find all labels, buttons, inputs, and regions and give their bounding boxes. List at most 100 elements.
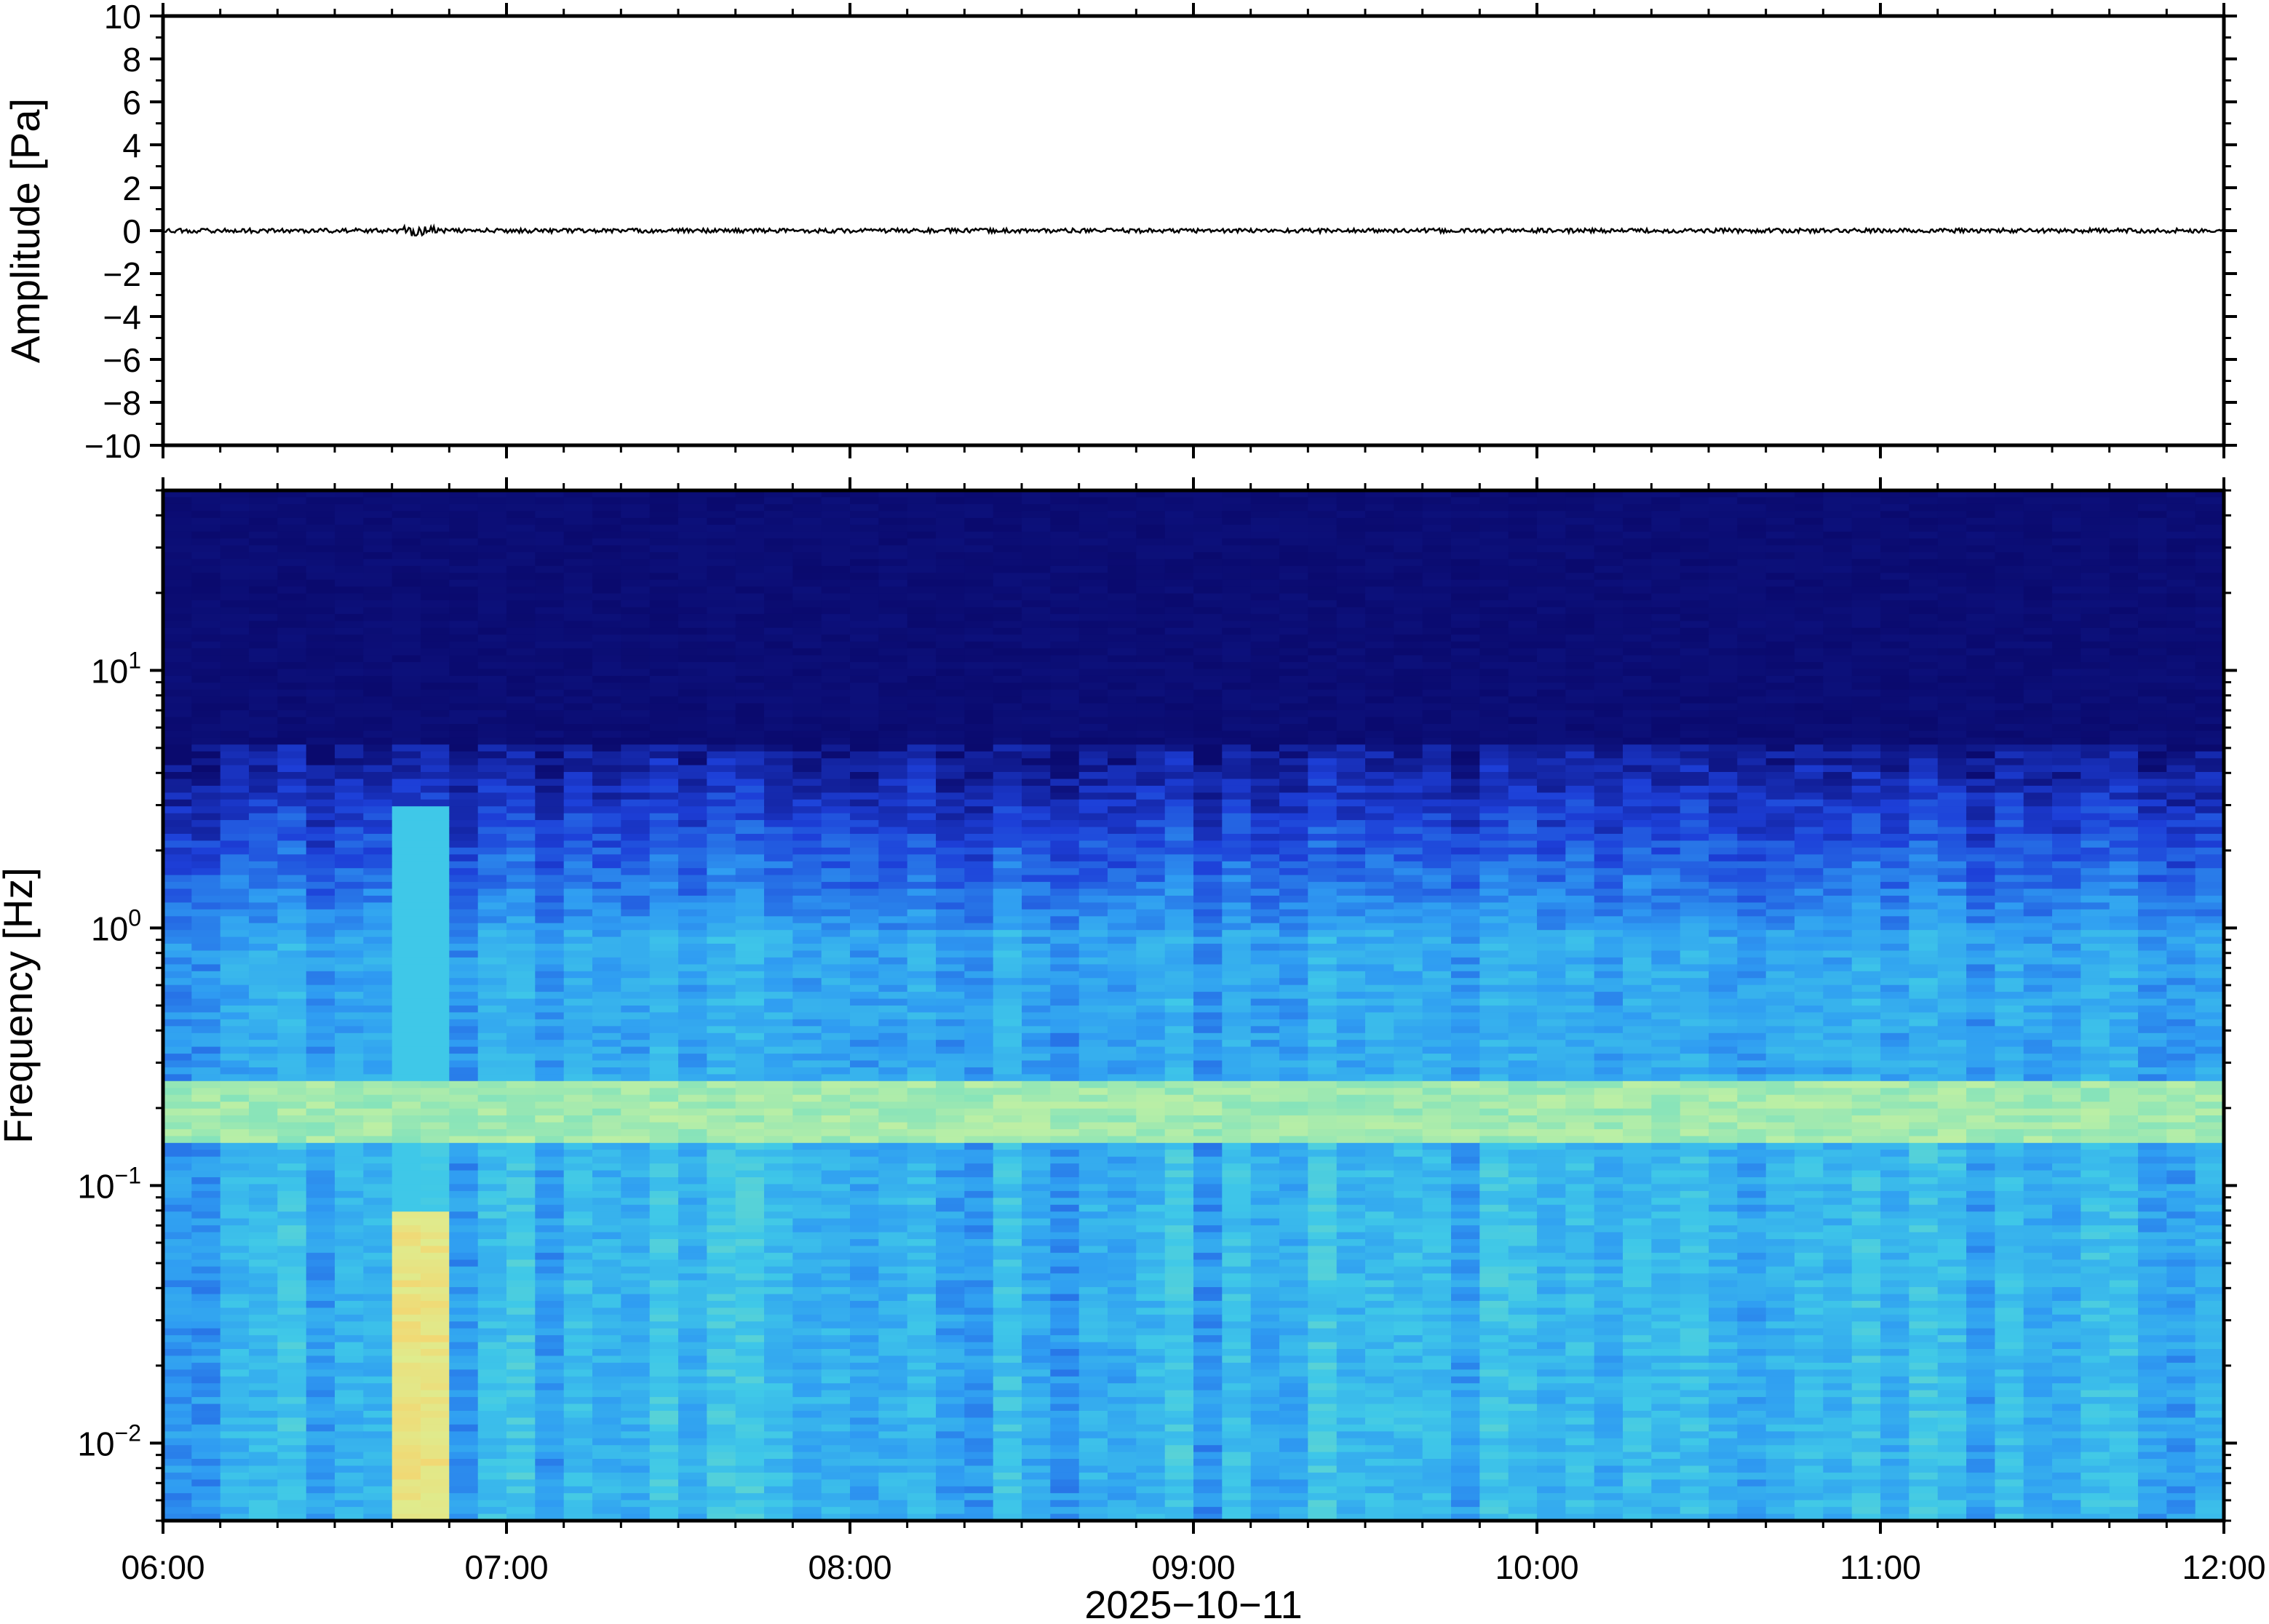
spectrogram-cell — [449, 758, 479, 766]
spectrogram-cell — [764, 827, 794, 835]
spectrogram-cell — [1937, 565, 1967, 573]
spectrogram-cell — [1909, 503, 1939, 512]
spectrogram-cell — [563, 868, 593, 876]
spectrogram-cell — [907, 751, 937, 759]
spectrogram-cell — [1022, 552, 1052, 560]
spectrogram-cell — [363, 593, 393, 601]
spectrogram-cell — [249, 531, 279, 539]
spectrogram-cell — [1479, 669, 1509, 677]
spectrogram-cell — [2052, 751, 2082, 759]
spectrogram-cell — [2109, 834, 2139, 842]
spectrogram-cell — [1909, 854, 1939, 862]
spectrogram-cell — [1565, 724, 1595, 732]
spectrogram-cell — [163, 724, 193, 732]
spectrogram-cell — [2138, 600, 2168, 608]
spectrogram-cell — [335, 613, 365, 622]
spectrogram-cell — [1136, 923, 1166, 931]
spectrogram-cell — [764, 882, 794, 890]
spectrogram-cell — [592, 621, 622, 629]
spectrogram-cell — [392, 511, 421, 519]
spectrogram-cell — [1451, 689, 1481, 697]
spectrogram-cell — [1365, 545, 1395, 553]
spectrogram-cell — [1565, 923, 1595, 931]
spectrogram-cell — [1795, 785, 1824, 794]
spectrogram-cell — [1937, 882, 1967, 890]
spectrogram-cell — [421, 861, 450, 869]
spectrogram-cell — [850, 909, 880, 917]
spectrogram-cell — [964, 696, 994, 704]
spectrogram-cell — [1537, 751, 1567, 759]
spectrogram-cell — [821, 882, 851, 890]
spectrogram-cell — [1193, 861, 1223, 869]
spectrogram-cell — [1422, 751, 1452, 759]
spectrogram-cell — [1909, 490, 1939, 498]
spectrogram-cell — [964, 682, 994, 690]
spectrogram-cell — [1623, 909, 1653, 917]
spectrogram-cell — [1250, 600, 1280, 608]
spectrogram-cell — [1565, 497, 1595, 505]
spectrogram-cell — [964, 710, 994, 718]
spectrogram-cell — [2138, 634, 2168, 642]
spectrogram-cell — [764, 517, 794, 525]
spectrogram-cell — [850, 751, 880, 759]
spectrogram-cell — [1823, 923, 1853, 931]
spectrogram-cell — [1279, 689, 1309, 697]
spectrogram-cell — [1136, 882, 1166, 890]
spectrogram-cell — [1050, 792, 1080, 800]
spectrogram-cell — [1508, 944, 1538, 952]
spectrogram-cell — [678, 675, 708, 684]
spectrogram-cell — [2109, 717, 2139, 725]
spectrogram-cell — [1479, 696, 1509, 704]
spectrogram-cell — [1651, 634, 1681, 642]
spectrogram-cell — [363, 682, 393, 690]
spectrogram-cell — [392, 490, 421, 498]
spectrogram-cell — [1422, 785, 1452, 794]
spectrogram-cell — [1995, 689, 2024, 697]
spectrogram-cell — [1995, 785, 2024, 794]
spectrogram-cell — [335, 820, 365, 828]
spectrogram-cell — [421, 531, 450, 539]
spectrogram-cell — [277, 531, 307, 539]
spectrogram-cell — [821, 861, 851, 869]
spectrogram-cell — [1136, 552, 1166, 560]
spectrogram-cell — [1851, 503, 1881, 512]
spectrogram-cell — [1050, 490, 1080, 498]
spectrogram-cell — [1050, 607, 1080, 615]
spectrogram-cell — [363, 751, 393, 759]
spectrogram-cell — [2023, 724, 2053, 732]
spectrogram-cell — [592, 827, 622, 835]
spectrogram-cell — [621, 792, 651, 800]
spectrogram-cell — [707, 689, 736, 697]
spectrogram-cell — [592, 717, 622, 725]
spectrogram-cell — [2166, 772, 2196, 780]
spectrogram-cell — [1880, 875, 1910, 883]
spectrogram-cell — [506, 868, 536, 876]
spectrogram-cell — [1050, 847, 1080, 856]
spectrogram-cell — [1078, 497, 1108, 505]
spectrogram-cell — [1937, 896, 1967, 904]
spectrogram-cell — [621, 944, 651, 952]
spectrogram-cell — [1365, 799, 1395, 807]
spectrogram-cell — [1623, 772, 1653, 780]
spectrogram-cell — [220, 820, 250, 828]
spectrogram-cell — [1308, 909, 1338, 917]
spectrogram-cell — [678, 607, 708, 615]
spectrogram-cell — [1909, 806, 1939, 814]
spectrogram-cell — [2109, 765, 2139, 773]
spectrogram-cell — [1279, 490, 1309, 498]
spectrogram-cell — [1479, 586, 1509, 594]
spectrogram-cell — [1851, 847, 1881, 856]
spectrogram-cell — [1995, 944, 2024, 952]
spectrogram-cell — [678, 669, 708, 677]
spectrogram-cell — [2138, 779, 2168, 787]
spectrogram-cell — [1451, 936, 1481, 944]
spectrogram-cell — [878, 785, 908, 794]
spectrogram-cell — [363, 662, 393, 670]
spectrogram-cell — [621, 675, 651, 684]
spectrogram-cell — [1422, 731, 1452, 739]
spectrogram-cell — [707, 806, 736, 814]
spectrogram-cell — [735, 772, 765, 780]
spectrogram-cell — [1937, 902, 1967, 910]
spectrogram-cell — [506, 792, 536, 800]
spectrogram-cell — [821, 944, 851, 952]
